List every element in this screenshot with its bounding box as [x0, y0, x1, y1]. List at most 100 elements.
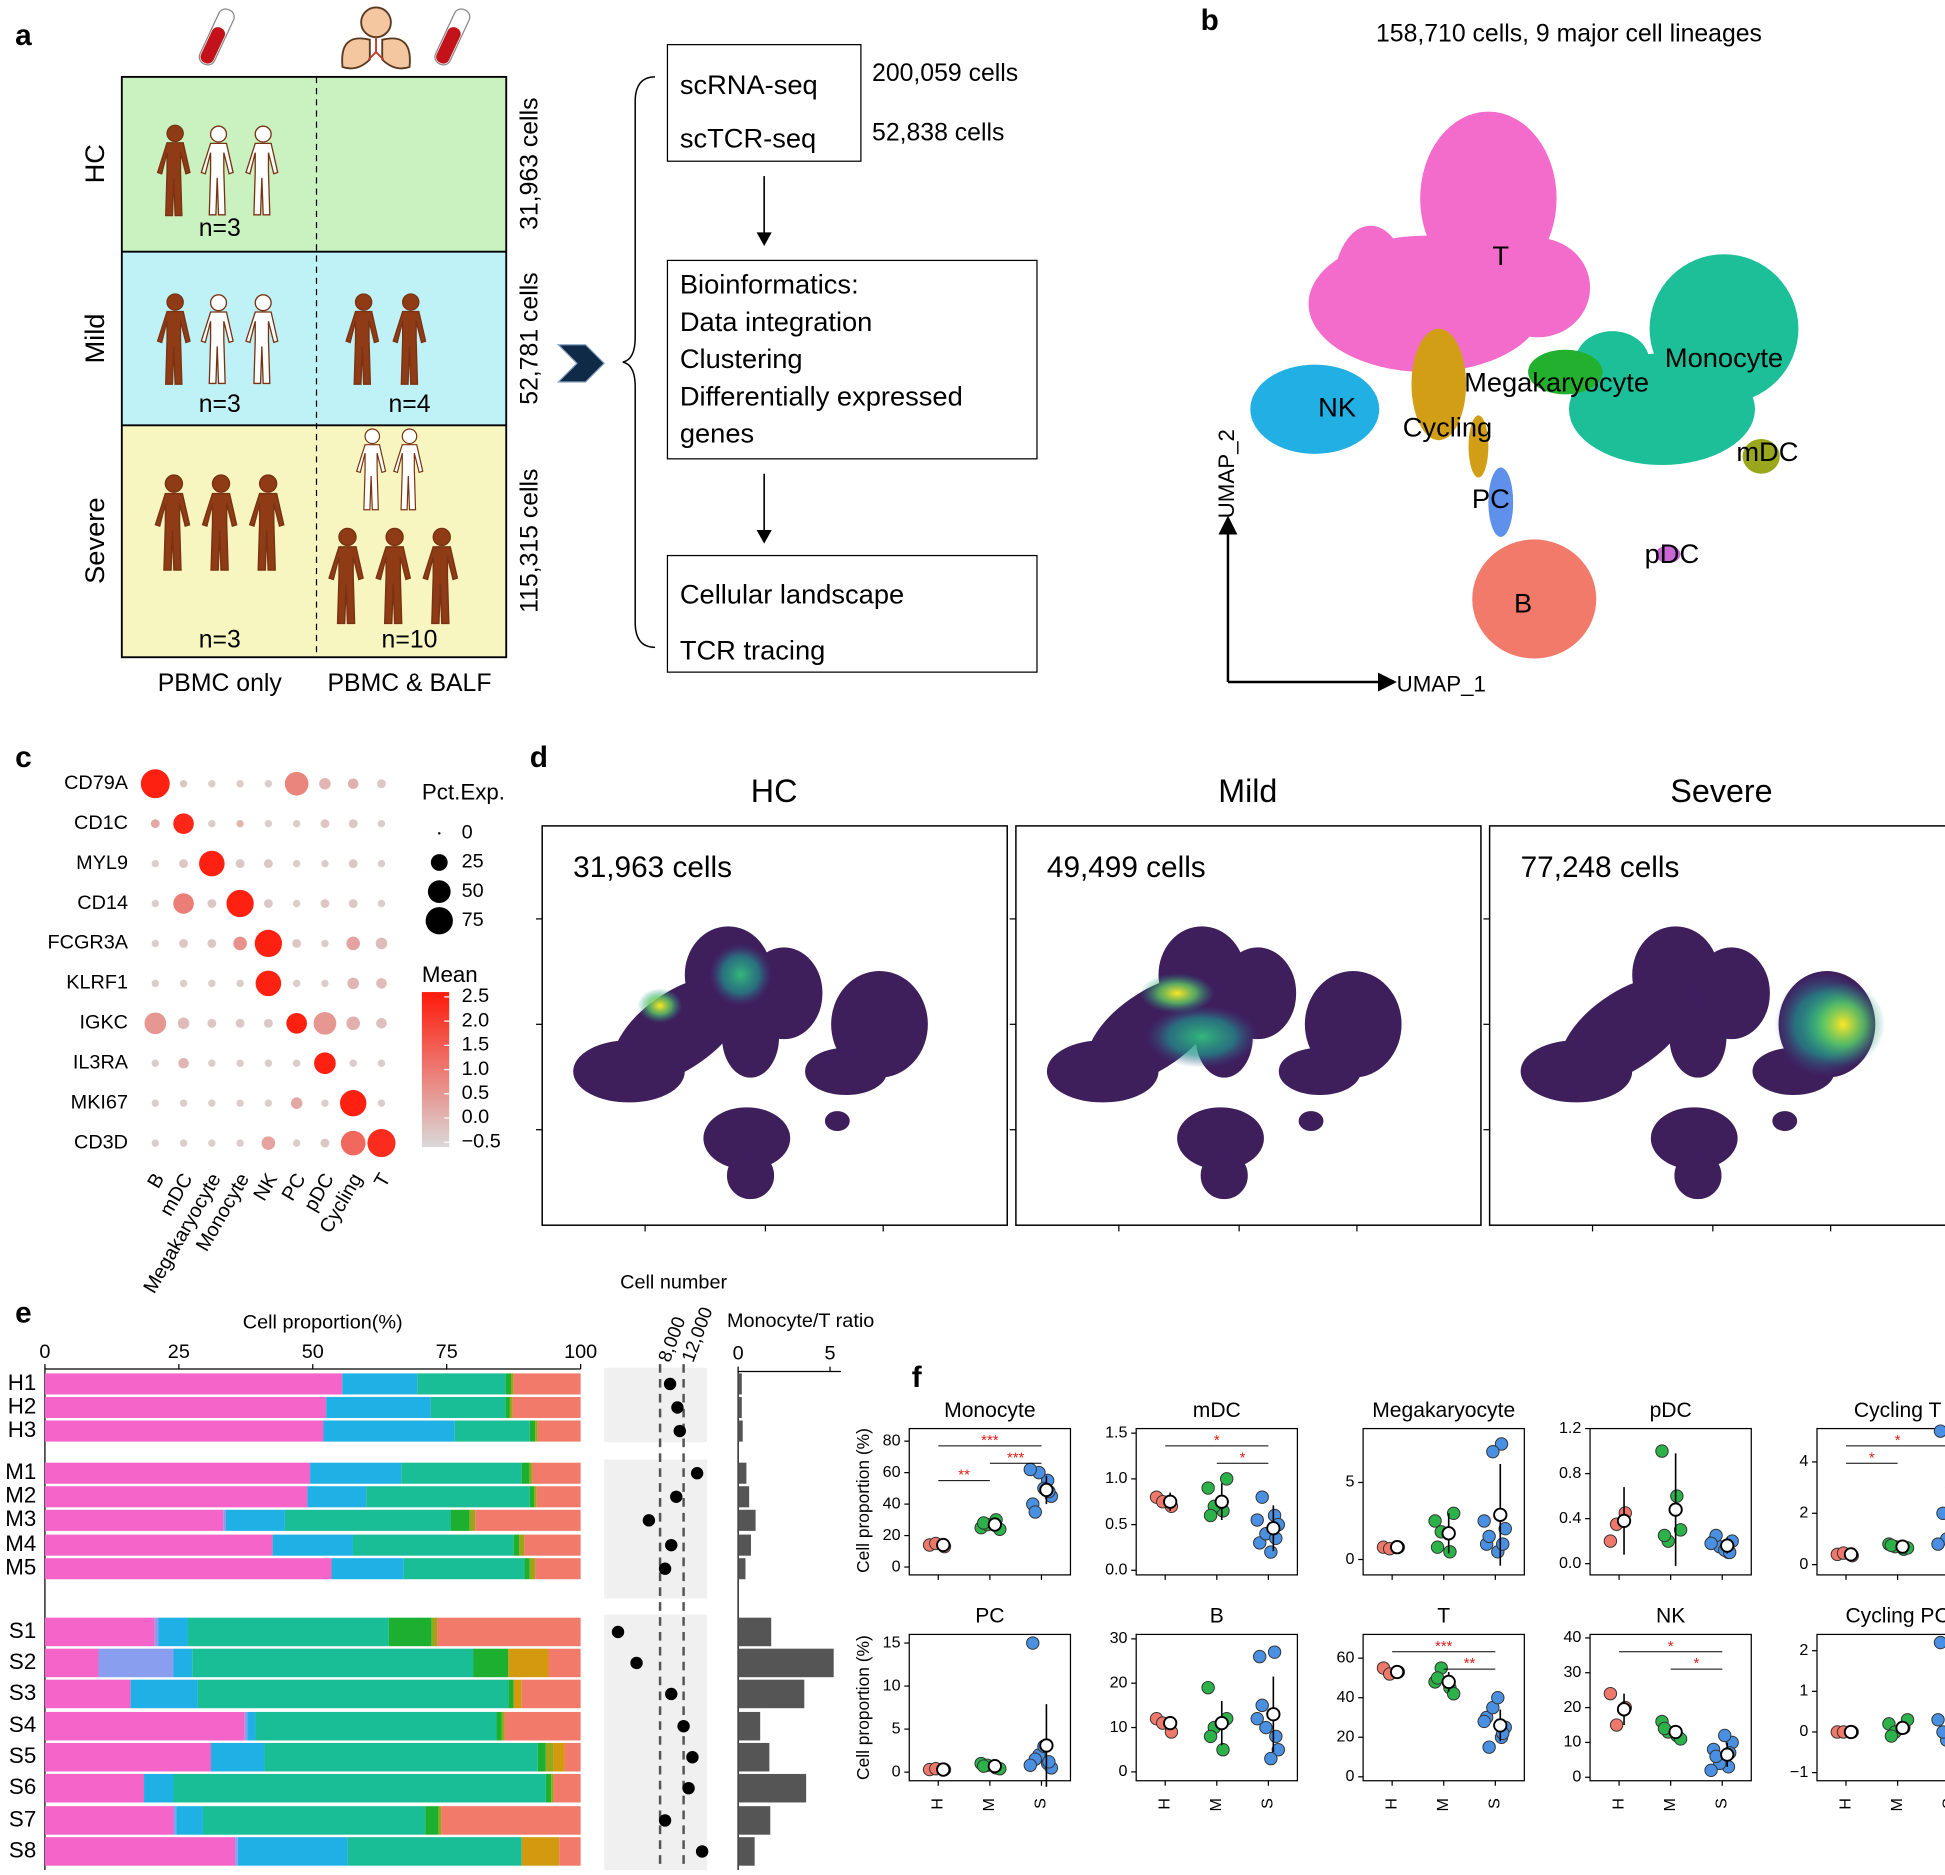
- workflow-count: 52,838 cells: [872, 119, 1004, 146]
- panel-label: c: [15, 741, 32, 774]
- sample-point: [1203, 1508, 1218, 1523]
- expression-dot: [179, 939, 189, 948]
- sample-size: n=3: [199, 627, 241, 654]
- proportion-bar: [244, 1711, 248, 1741]
- cell-number-dot: [670, 1490, 683, 1503]
- expression-dot: [348, 899, 358, 908]
- panel-label: b: [1201, 4, 1219, 37]
- sample-point: [1704, 1763, 1718, 1777]
- expression-dot: [292, 1059, 301, 1067]
- axis-title: Monocyte/T ratio: [727, 1310, 874, 1332]
- proportion-bar: [496, 1711, 502, 1741]
- mean-point: [1493, 1718, 1508, 1733]
- legend-dot: [430, 854, 448, 871]
- expression-dot: [319, 777, 331, 790]
- proportion-bar: [501, 1711, 505, 1741]
- sample-point: [1673, 1523, 1688, 1537]
- cell-count: 31,963 cells: [573, 851, 732, 884]
- expression-dot: [346, 1016, 360, 1031]
- gene-label: IL3RA: [73, 1051, 129, 1073]
- proportion-bar: [158, 1617, 188, 1647]
- proportion-bar: [441, 1806, 581, 1835]
- cluster-label: B: [1514, 587, 1532, 618]
- sample-icons: [198, 6, 471, 70]
- proportion-bar: [430, 1396, 506, 1419]
- x-tick-label: 50: [302, 1341, 324, 1363]
- gene-label: MYL9: [76, 852, 128, 874]
- mean-point: [1039, 1738, 1054, 1753]
- significance-label: *: [1869, 1450, 1875, 1466]
- y-tick-label: 0: [892, 1557, 901, 1575]
- cell-count: 31,963 cells: [517, 98, 544, 230]
- proportion-bar: [326, 1396, 431, 1419]
- sample-label: M3: [5, 1506, 36, 1531]
- panel-band: [604, 1367, 708, 1443]
- y-tick-label: 40: [883, 1494, 901, 1512]
- x-tick-label: 0: [733, 1342, 744, 1364]
- sample-point: [1496, 1537, 1510, 1551]
- proportion-bar: [225, 1509, 285, 1531]
- expression-dot: [377, 899, 386, 908]
- sample-label: S5: [9, 1743, 36, 1768]
- expression-dot: [179, 780, 188, 788]
- expression-dot: [150, 819, 160, 829]
- proportion-bar: [44, 1396, 327, 1419]
- y-tick-label: 0.5: [1105, 1515, 1127, 1533]
- expression-dot: [321, 979, 329, 988]
- proportion-bar: [437, 1617, 581, 1647]
- mean-point: [1895, 1539, 1910, 1554]
- sample-size: n=4: [388, 391, 430, 418]
- expression-dot: [173, 813, 194, 834]
- proportion-bar: [551, 1773, 554, 1803]
- axis-title: Cell proportion (%): [853, 1428, 873, 1573]
- proportion-bar: [366, 1486, 530, 1508]
- expression-dot: [263, 899, 273, 908]
- significance-label: *: [1214, 1433, 1220, 1449]
- sample-point: [1494, 1437, 1509, 1451]
- cluster-label: NK: [1318, 391, 1356, 422]
- significance-label: ***: [1007, 1450, 1025, 1466]
- expression-dot: [235, 1018, 245, 1028]
- expression-dot: [151, 859, 160, 868]
- y-tick-label: 1.0: [1105, 1469, 1127, 1487]
- cell-number-dot: [630, 1656, 643, 1670]
- proportion-bar: [44, 1373, 343, 1395]
- significance-label: *: [1895, 1433, 1901, 1449]
- expression-dot: [235, 859, 245, 869]
- proportion-bar: [197, 1679, 509, 1709]
- sample-point: [1603, 1534, 1618, 1548]
- workflow-arrows: [756, 176, 772, 544]
- expression-dot: [199, 850, 225, 877]
- proportion-bar: [529, 1420, 536, 1442]
- x-tick-label: 5: [825, 1342, 836, 1364]
- x-tick-label: S: [1486, 1798, 1504, 1809]
- panel-label: f: [912, 1361, 922, 1394]
- gene-label: KLRF1: [66, 972, 128, 994]
- sample-point: [1267, 1645, 1282, 1659]
- condition-title: Mild: [1218, 773, 1277, 809]
- expression-dot: [376, 978, 387, 989]
- colorbar-label: 1.5: [462, 1034, 490, 1056]
- proportion-bar: [513, 1679, 522, 1709]
- proportion-bar: [235, 1837, 238, 1866]
- ratio-bar: [738, 1373, 742, 1395]
- expression-dot: [377, 779, 386, 789]
- row-label: HC: [79, 144, 110, 183]
- proportion-bar: [173, 1648, 193, 1678]
- y-tick-label: 20: [883, 1526, 901, 1544]
- ratio-bar: [738, 1420, 743, 1442]
- plot-title: T: [1437, 1605, 1450, 1628]
- proportion-bar: [512, 1396, 581, 1419]
- proportion-bar: [513, 1373, 581, 1395]
- expression-dot: [177, 1017, 190, 1030]
- x-tick-label: M: [1434, 1798, 1452, 1811]
- legend-dot: [427, 880, 451, 903]
- mean-point: [1493, 1507, 1508, 1522]
- proportion-bar: [537, 1420, 581, 1442]
- mean-point: [987, 1517, 1002, 1532]
- expression-dot: [286, 1013, 307, 1034]
- sample-point: [1498, 1521, 1512, 1536]
- expression-dot: [226, 889, 254, 918]
- sample-label: H1: [8, 1370, 37, 1395]
- cluster-region: [1250, 364, 1380, 454]
